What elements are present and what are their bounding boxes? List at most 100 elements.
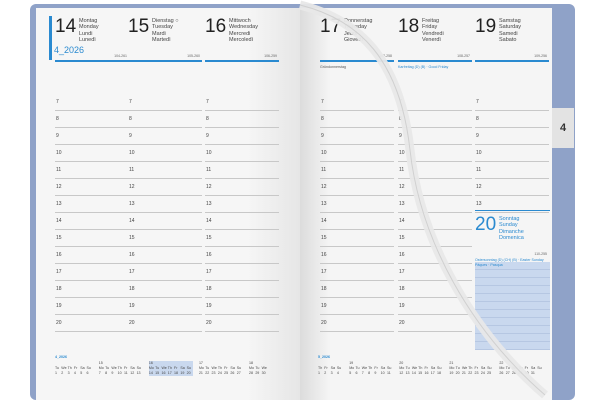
- date[interactable]: 1: [318, 371, 320, 375]
- hour-row[interactable]: 13: [128, 196, 202, 213]
- date[interactable]: 23: [474, 371, 479, 375]
- hour-row[interactable]: 17: [128, 264, 202, 281]
- date[interactable]: 8: [368, 371, 371, 375]
- date[interactable]: 14: [148, 371, 153, 375]
- hour-row[interactable]: 17: [55, 264, 129, 281]
- hour-row[interactable]: 14: [55, 213, 129, 230]
- date[interactable]: 5: [80, 371, 83, 375]
- hour-row[interactable]: 8: [128, 111, 202, 128]
- date[interactable]: 4: [73, 371, 76, 375]
- date[interactable]: 5: [349, 371, 352, 375]
- hour-row[interactable]: 10: [475, 145, 549, 162]
- date[interactable]: 23: [211, 371, 216, 375]
- hour-row[interactable]: 9: [55, 128, 129, 145]
- hour-row[interactable]: 12: [128, 179, 202, 196]
- hour-row[interactable]: 16: [128, 247, 202, 264]
- date[interactable]: 18: [174, 371, 179, 375]
- date[interactable]: 10: [380, 371, 385, 375]
- hour-row[interactable]: 20: [320, 315, 394, 332]
- date[interactable]: 17: [167, 371, 172, 375]
- date[interactable]: 17: [430, 371, 435, 375]
- date[interactable]: 1: [55, 371, 57, 375]
- hour-row[interactable]: 20: [398, 315, 472, 332]
- date[interactable]: 21: [198, 371, 203, 375]
- date[interactable]: 13: [405, 371, 410, 375]
- date[interactable]: 26: [230, 371, 235, 375]
- hour-row[interactable]: 15: [55, 230, 129, 247]
- hour-row[interactable]: 8: [320, 111, 394, 128]
- date[interactable]: 2: [61, 371, 64, 375]
- date[interactable]: 29: [255, 371, 260, 375]
- hour-row[interactable]: 18: [55, 281, 129, 298]
- date[interactable]: 24: [217, 371, 222, 375]
- date[interactable]: 31: [530, 371, 535, 375]
- date[interactable]: 4: [336, 371, 339, 375]
- date[interactable]: 25: [487, 371, 492, 375]
- hour-row[interactable]: 7: [55, 94, 129, 111]
- hour-row[interactable]: 10: [205, 145, 279, 162]
- hour-row[interactable]: 20: [128, 315, 202, 332]
- hour-row[interactable]: 20: [55, 315, 129, 332]
- date[interactable]: 12: [130, 371, 135, 375]
- hour-row[interactable]: 11: [55, 162, 129, 179]
- hour-row[interactable]: 11: [475, 162, 549, 179]
- hour-row[interactable]: 13: [205, 196, 279, 213]
- date[interactable]: 30: [261, 371, 266, 375]
- hour-row[interactable]: 19: [398, 298, 472, 315]
- hour-row[interactable]: 15: [320, 230, 394, 247]
- hour-row[interactable]: 13: [475, 196, 549, 213]
- hour-row[interactable]: 10: [398, 145, 472, 162]
- hour-row[interactable]: 14: [320, 213, 394, 230]
- date[interactable]: 19: [449, 371, 454, 375]
- hour-row[interactable]: 9: [205, 128, 279, 145]
- hour-row[interactable]: 16: [398, 247, 472, 264]
- month-tab[interactable]: 4: [552, 108, 574, 148]
- hour-row[interactable]: 10: [128, 145, 202, 162]
- hour-row[interactable]: 7: [128, 94, 202, 111]
- date[interactable]: 10: [117, 371, 122, 375]
- hour-row[interactable]: 9: [475, 128, 549, 145]
- hour-row[interactable]: 12: [475, 179, 549, 196]
- hour-row[interactable]: 17: [205, 264, 279, 281]
- date[interactable]: 14: [411, 371, 416, 375]
- hour-row[interactable]: 13: [55, 196, 129, 213]
- hour-row[interactable]: 14: [398, 213, 472, 230]
- hour-row[interactable]: 16: [320, 247, 394, 264]
- date[interactable]: 24: [480, 371, 485, 375]
- date[interactable]: 16: [424, 371, 429, 375]
- hour-row[interactable]: 9: [128, 128, 202, 145]
- date[interactable]: 3: [330, 371, 333, 375]
- hour-row[interactable]: 14: [128, 213, 202, 230]
- hour-row[interactable]: 18: [205, 281, 279, 298]
- hour-row[interactable]: 13: [398, 196, 472, 213]
- hour-row[interactable]: 8: [55, 111, 129, 128]
- date[interactable]: 11: [123, 371, 128, 375]
- hour-row[interactable]: 7: [320, 94, 394, 111]
- hour-row[interactable]: 16: [55, 247, 129, 264]
- date[interactable]: 12: [399, 371, 404, 375]
- date[interactable]: 20: [455, 371, 460, 375]
- date[interactable]: 3: [67, 371, 70, 375]
- date[interactable]: 20: [186, 371, 191, 375]
- hour-row[interactable]: 19: [128, 298, 202, 315]
- date[interactable]: 19: [180, 371, 185, 375]
- hour-row[interactable]: 20: [205, 315, 279, 332]
- date[interactable]: 28: [512, 371, 517, 375]
- date[interactable]: 6: [86, 371, 89, 375]
- hour-row[interactable]: 12: [320, 179, 394, 196]
- date[interactable]: 15: [418, 371, 423, 375]
- date[interactable]: 22: [468, 371, 473, 375]
- date[interactable]: 7: [361, 371, 364, 375]
- date[interactable]: 8: [105, 371, 108, 375]
- hour-row[interactable]: 18: [128, 281, 202, 298]
- date[interactable]: 28: [249, 371, 254, 375]
- hour-row[interactable]: 17: [320, 264, 394, 281]
- date[interactable]: 27: [236, 371, 241, 375]
- date[interactable]: 15: [155, 371, 160, 375]
- date[interactable]: 6: [355, 371, 358, 375]
- hour-row[interactable]: 7: [475, 94, 549, 111]
- hour-row[interactable]: 10: [55, 145, 129, 162]
- hour-row[interactable]: 12: [55, 179, 129, 196]
- date[interactable]: 2: [324, 371, 327, 375]
